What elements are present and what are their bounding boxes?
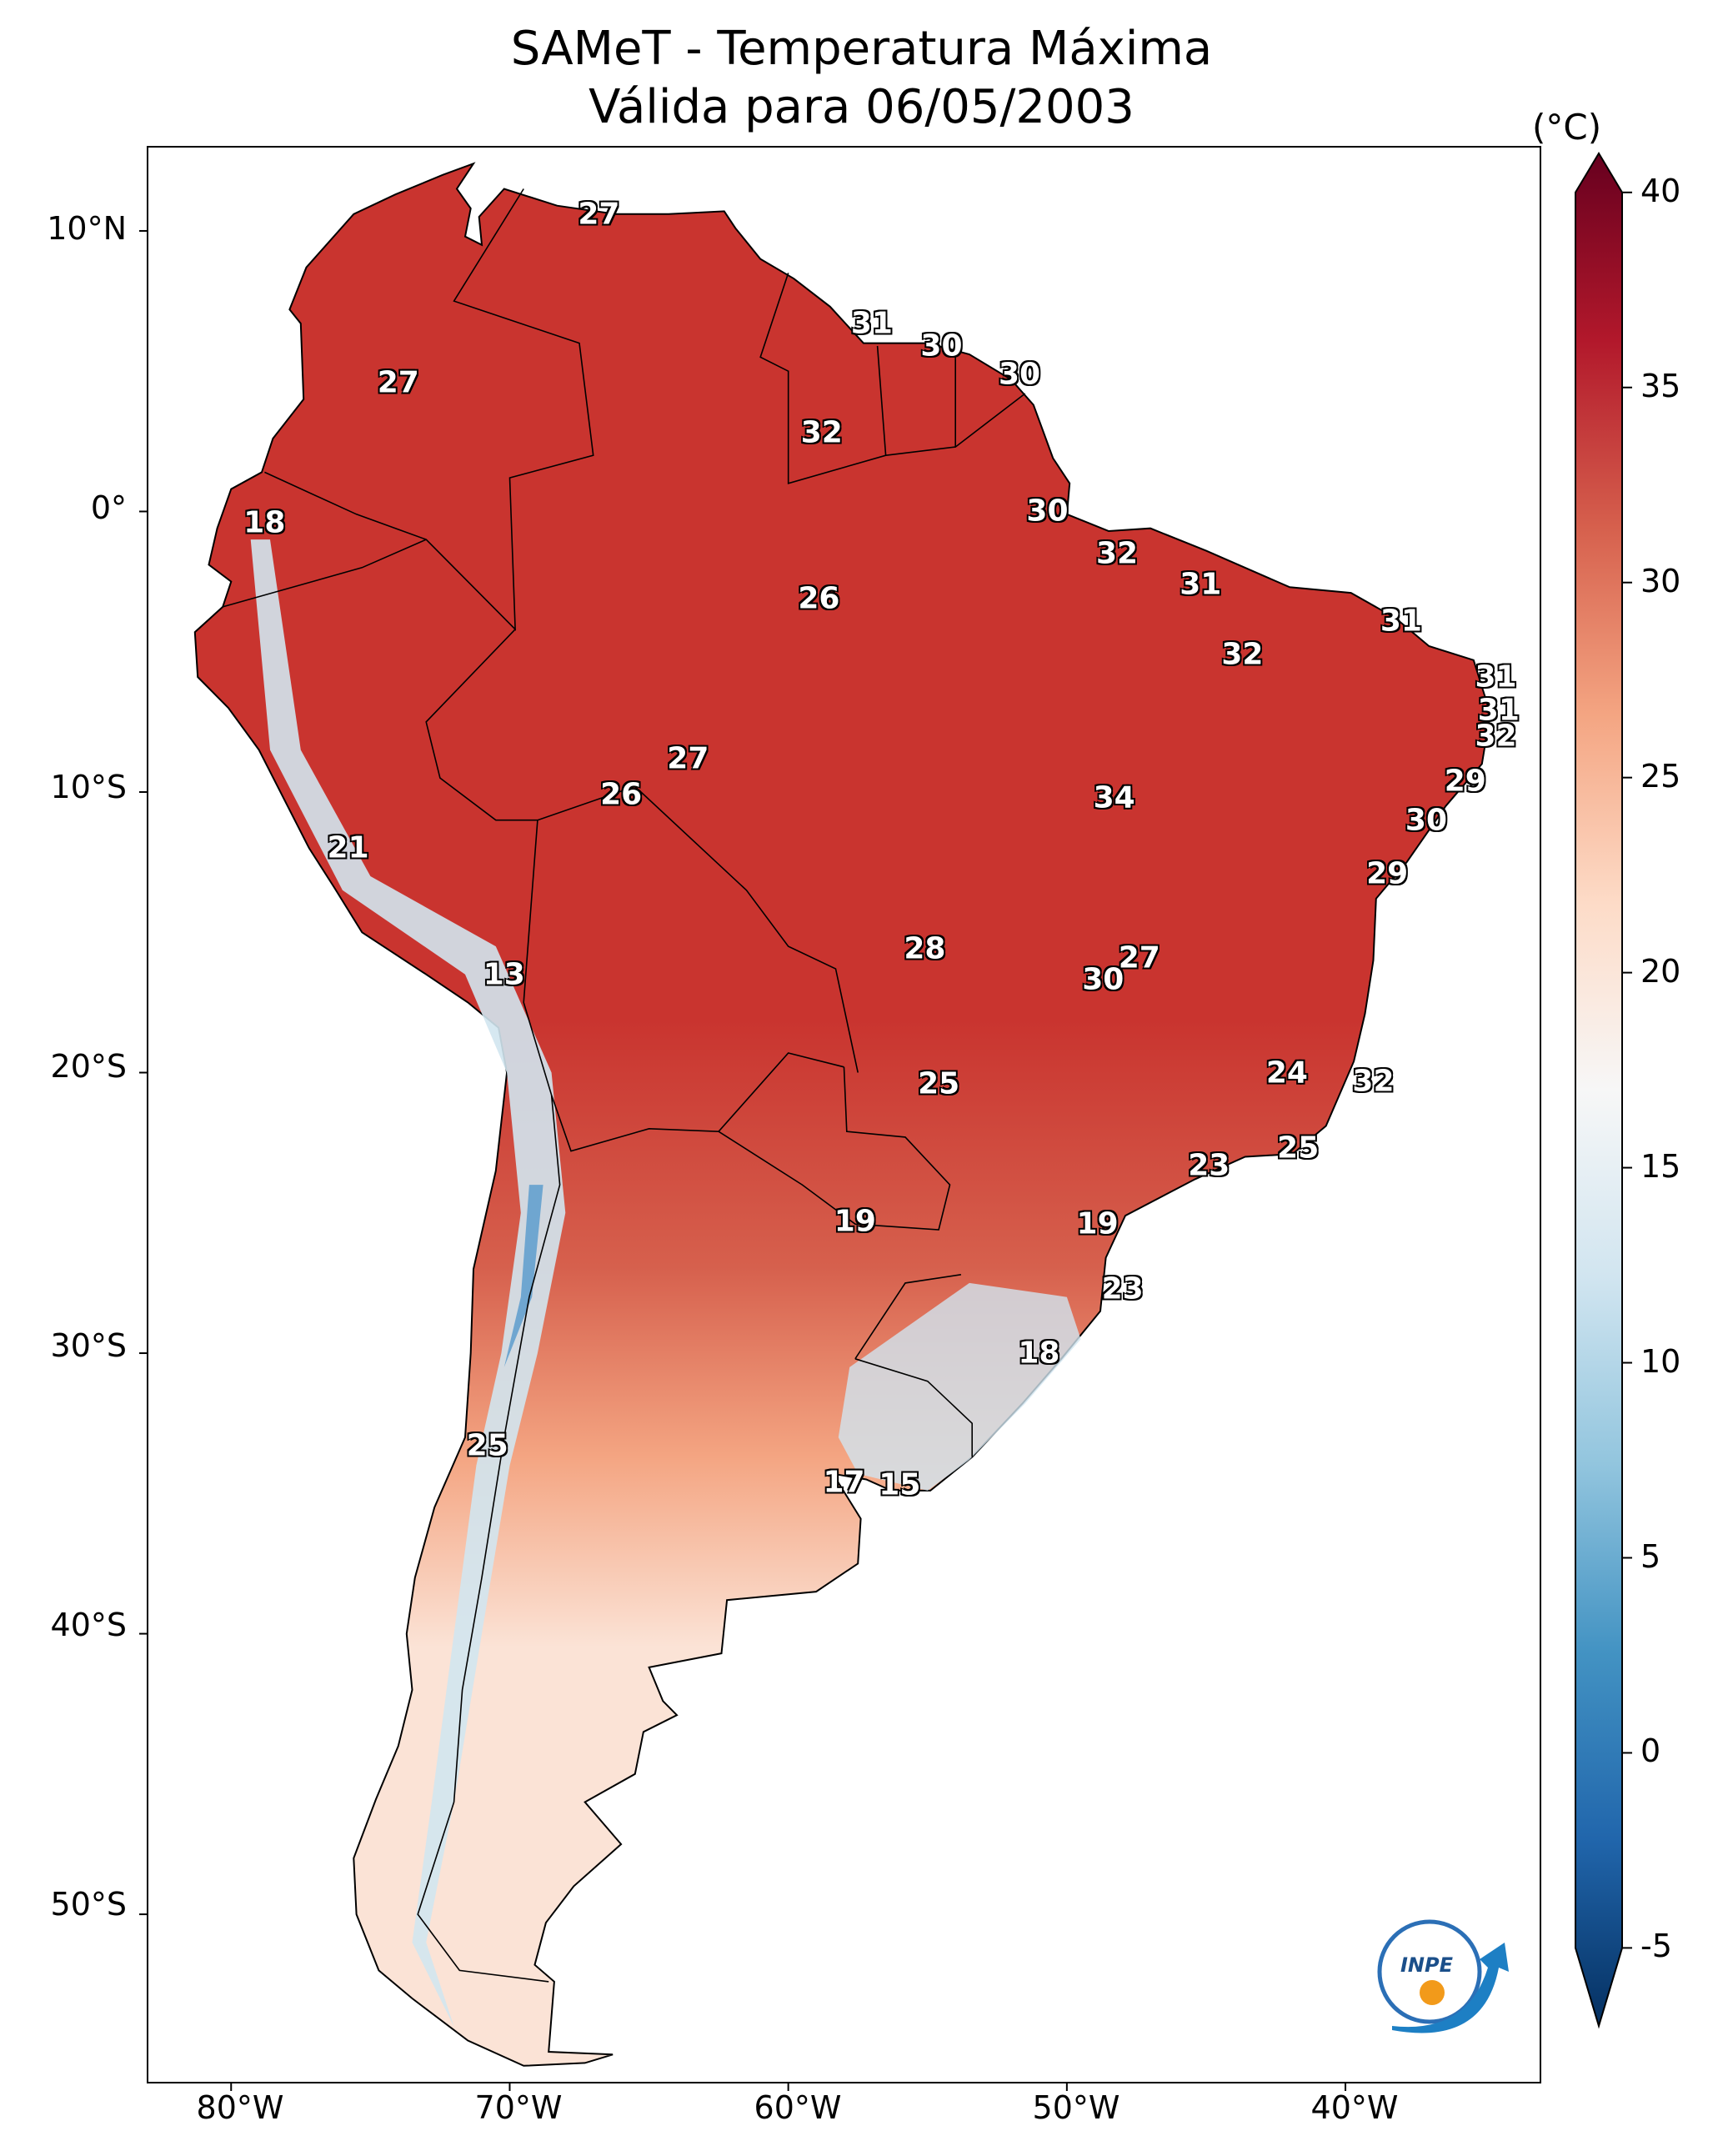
border-line-1 <box>222 539 427 608</box>
temperature-value-label: 32 <box>1351 1063 1395 1099</box>
colorbar-tick-label: 20 <box>1640 952 1681 990</box>
lat-label-50s: 50°S <box>50 1886 127 1923</box>
temperature-value-label: 31 <box>1474 659 1517 695</box>
uruguay-cool-region <box>838 1282 1081 1491</box>
border-line-5 <box>425 629 859 1073</box>
inpe-logo-arrow-icon <box>1392 1943 1509 2033</box>
colorbar-tick-label: 40 <box>1640 172 1681 209</box>
lon-label-50w: 50°W <box>1032 2089 1120 2126</box>
temperature-value-label: 18 <box>1017 1336 1060 1371</box>
temperature-value-label: 13 <box>483 956 526 992</box>
temperature-value-label: 24 <box>1265 1055 1309 1091</box>
border-line-6 <box>523 820 844 1152</box>
temperature-value-label: 32 <box>1220 637 1264 673</box>
temperature-value-label: 23 <box>1101 1271 1144 1306</box>
temperature-value-label: 31 <box>1179 566 1222 602</box>
border-line-9 <box>854 1358 973 1457</box>
colorbar <box>1575 152 1632 2029</box>
colorbar-unit: (°C) <box>1532 107 1602 148</box>
colorbar-body <box>1575 152 1623 2029</box>
temperature-value-label: 29 <box>1365 855 1409 891</box>
temperature-value-label: 34 <box>1093 780 1136 815</box>
temperature-value-label: 27 <box>1118 940 1161 975</box>
lon-label-70w: 70°W <box>474 2089 563 2126</box>
lon-label-80w: 80°W <box>196 2089 284 2126</box>
colorbar-tick-label: 30 <box>1640 562 1681 599</box>
colorbar-tick-label: 0 <box>1640 1732 1661 1770</box>
inpe-logo-dot <box>1420 1980 1445 2005</box>
land-layer <box>193 162 1491 2067</box>
colorbar-tick-label: -5 <box>1640 1928 1672 1965</box>
temperature-value-label: 21 <box>327 830 370 866</box>
temperature-value-label: 19 <box>834 1203 877 1239</box>
temperature-value-label: 31 <box>1477 693 1520 729</box>
temperature-value-label: 23 <box>1187 1147 1230 1183</box>
temperature-value-label: 25 <box>917 1065 960 1101</box>
temperature-value-label: 19 <box>1076 1206 1119 1242</box>
temperature-value-label: 30 <box>1405 802 1448 838</box>
temperature-value-label: 30 <box>1081 962 1124 998</box>
temperature-value-label: 25 <box>1276 1131 1320 1166</box>
temperature-value-label: 28 <box>903 931 946 967</box>
colorbar-tick-label: 15 <box>1640 1147 1681 1185</box>
temperature-value-label: 15 <box>878 1467 921 1503</box>
lat-label-10n: 10°N <box>47 210 127 247</box>
lat-label-40s: 40°S <box>50 1607 127 1643</box>
inpe-logo-ring <box>1377 1919 1482 2024</box>
border-line-0 <box>264 188 594 631</box>
temperature-value-label: 31 <box>850 306 894 342</box>
temperature-value-label: 32 <box>1474 718 1517 754</box>
colorbar-tick-label: 10 <box>1640 1342 1681 1380</box>
temperature-value-label: 30 <box>1025 494 1069 529</box>
lat-label-20s: 20°S <box>50 1048 127 1085</box>
temperature-value-label: 27 <box>577 196 620 232</box>
inpe-logo: INPE <box>1377 1919 1509 2033</box>
temperature-value-label: 25 <box>466 1428 509 1464</box>
chart-title: SAMeT - Temperatura Máxima <box>510 22 1213 76</box>
temperature-value-label: 32 <box>800 415 844 451</box>
lon-label-40w: 40°W <box>1310 2089 1399 2126</box>
inpe-logo-text: INPE <box>1400 1953 1454 1977</box>
colorbar-tick-label: 25 <box>1640 757 1681 795</box>
andes-coldest-region <box>503 1185 543 1367</box>
temperature-value-label: 27 <box>666 740 709 776</box>
colorbar-tick-label: 5 <box>1640 1537 1661 1575</box>
andes-cold-region <box>250 539 566 2027</box>
border-line-8 <box>417 1095 561 1983</box>
temperature-value-label: 31 <box>1380 603 1423 639</box>
temperature-value-label: 29 <box>1444 763 1487 799</box>
lat-label-30s: 30°S <box>50 1327 127 1364</box>
temperature-value-label: 18 <box>243 504 286 540</box>
temperature-value-label: 17 <box>822 1464 865 1500</box>
chart-subtitle: Válida para 06/05/2003 <box>589 80 1134 134</box>
temperature-value-label: 30 <box>919 328 963 364</box>
border-line-10 <box>854 1274 962 1360</box>
colorbar-tick-label: 35 <box>1640 367 1681 404</box>
lon-label-60w: 60°W <box>754 2089 842 2126</box>
lat-label-0: 0° <box>90 489 127 526</box>
border-line-3 <box>876 345 887 456</box>
temperature-value-label: 27 <box>377 364 420 400</box>
lat-label-10s: 10°S <box>50 769 127 805</box>
temperature-value-label: 32 <box>1095 535 1139 571</box>
temperature-value-label: 26 <box>797 580 840 616</box>
border-line-7 <box>718 1066 951 1231</box>
temperature-value-label: 30 <box>998 356 1041 392</box>
south-america-land <box>193 162 1491 2067</box>
temperature-value-label: 26 <box>599 777 643 813</box>
